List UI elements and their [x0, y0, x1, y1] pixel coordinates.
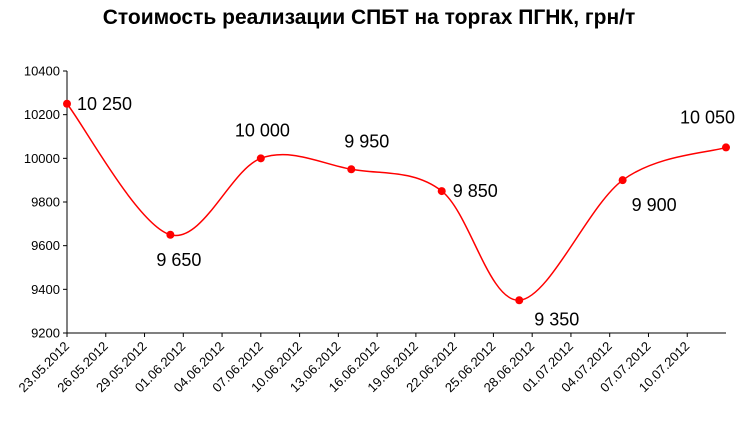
x-axis-ticks: 23.05.201226.05.201229.05.201201.06.2012…: [15, 333, 692, 395]
data-point: [618, 176, 627, 185]
y-tick-label: 10200: [24, 107, 60, 122]
data-labels: 10 250 9 650 10 000 9 950 9 850 9 350 9 900 10 …: [77, 94, 735, 330]
y-tick-label: 9800: [31, 195, 60, 210]
data-label: 10 050: [680, 107, 735, 127]
data-label: 10 250: [77, 94, 132, 114]
series-group: [63, 99, 730, 305]
chart-title: Стоимость реализации СПБТ на торгах ПГНК…: [102, 6, 636, 29]
data-point: [722, 143, 730, 152]
data-label: 9 950: [344, 131, 389, 151]
y-tick-label: 9400: [31, 282, 60, 297]
data-point: [437, 187, 446, 196]
y-axis-ticks: 9200 9400 9600 9800 10000 10200 10400: [24, 64, 67, 341]
y-tick-label: 9200: [31, 326, 60, 341]
data-point: [515, 296, 524, 305]
chart-axes: [66, 71, 726, 334]
data-label: 9 650: [156, 250, 201, 270]
y-tick-label: 9600: [31, 238, 60, 253]
data-point: [347, 165, 356, 174]
y-tick-label: 10400: [24, 64, 60, 79]
data-point: [166, 230, 175, 239]
data-label: 9 900: [632, 195, 677, 215]
y-tick-label: 10000: [24, 151, 60, 166]
data-label: 9 850: [453, 181, 498, 201]
data-point: [63, 99, 71, 108]
data-point: [256, 154, 265, 163]
series-line: [66, 103, 727, 302]
data-label: 9 350: [534, 309, 579, 329]
data-label: 10 000: [235, 120, 290, 140]
